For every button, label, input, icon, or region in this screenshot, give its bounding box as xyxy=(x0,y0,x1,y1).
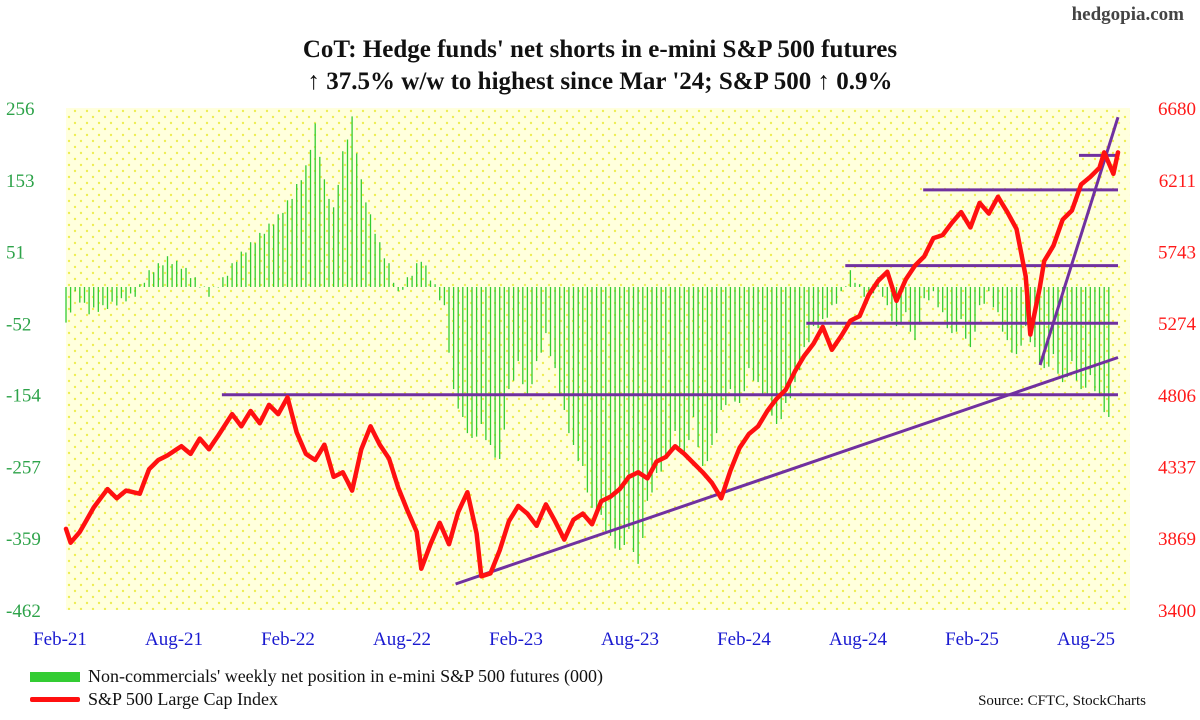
x-axis: Feb-21 Aug-21 Feb-22 Aug-22 Feb-23 Aug-23 Feb-… xyxy=(33,629,1115,650)
right-axis: 6680 6211 5743 5274 4806 4337 3869 3400 xyxy=(1158,99,1197,622)
left-tick-label: -257 xyxy=(6,458,41,479)
legend-bars-entry: Non-commercials' weekly net position in … xyxy=(30,666,603,687)
left-tick-label: 51 xyxy=(6,242,25,263)
left-tick-label: 153 xyxy=(6,171,35,192)
x-tick-label: Aug-25 xyxy=(1057,629,1115,650)
left-tick-label: -359 xyxy=(6,529,41,550)
x-tick-label: Feb-22 xyxy=(261,629,315,650)
x-tick-label: Feb-25 xyxy=(945,629,999,650)
legend-bars-label: Non-commercials' weekly net position in … xyxy=(88,666,603,686)
source-note: Source: CFTC, StockCharts xyxy=(978,693,1146,709)
x-tick-label: Aug-22 xyxy=(373,629,431,650)
right-tick-label: 3869 xyxy=(1158,529,1196,550)
legend-line-entry: S&P 500 Large Cap Index xyxy=(30,689,278,710)
chart-title-line-2: ↑ 37.5% w/w to highest since Mar '24; S&… xyxy=(307,68,893,95)
x-tick-label: Aug-24 xyxy=(829,629,888,650)
x-tick-label: Feb-23 xyxy=(489,629,543,650)
sp500-line xyxy=(63,150,1121,579)
net-position-bars xyxy=(65,116,1110,564)
x-tick-label: Feb-24 xyxy=(717,629,771,650)
x-tick-label: Feb-21 xyxy=(33,629,87,650)
trendlines xyxy=(221,116,1120,586)
trendline-6 xyxy=(455,356,1119,586)
legend-bars-swatch xyxy=(30,671,80,682)
plot-dots xyxy=(66,108,1130,610)
right-tick-label: 3400 xyxy=(1158,601,1196,622)
left-tick-label: 256 xyxy=(6,99,35,120)
left-tick-label: -154 xyxy=(6,386,41,407)
chart-title-line-1: CoT: Hedge funds' net shorts in e-mini S… xyxy=(302,36,898,63)
x-tick-label: Aug-23 xyxy=(601,629,659,650)
right-tick-label: 5743 xyxy=(1158,242,1196,263)
left-tick-label: -52 xyxy=(6,314,31,335)
right-tick-label: 6680 xyxy=(1158,99,1196,120)
brand-label: hedgopia.com xyxy=(1071,4,1184,25)
sp500-line-layer xyxy=(63,150,1121,579)
left-tick-label: -462 xyxy=(6,601,41,622)
right-tick-label: 6211 xyxy=(1159,171,1196,192)
left-axis: 256 153 51 -52 -154 -257 -359 -462 xyxy=(6,99,41,622)
x-tick-label: Aug-21 xyxy=(145,629,203,650)
right-tick-label: 4337 xyxy=(1158,458,1196,479)
right-tick-label: 5274 xyxy=(1158,314,1197,335)
legend-line-label: S&P 500 Large Cap Index xyxy=(88,689,278,709)
legend-line-swatch xyxy=(30,697,80,702)
right-tick-label: 4806 xyxy=(1158,386,1196,407)
